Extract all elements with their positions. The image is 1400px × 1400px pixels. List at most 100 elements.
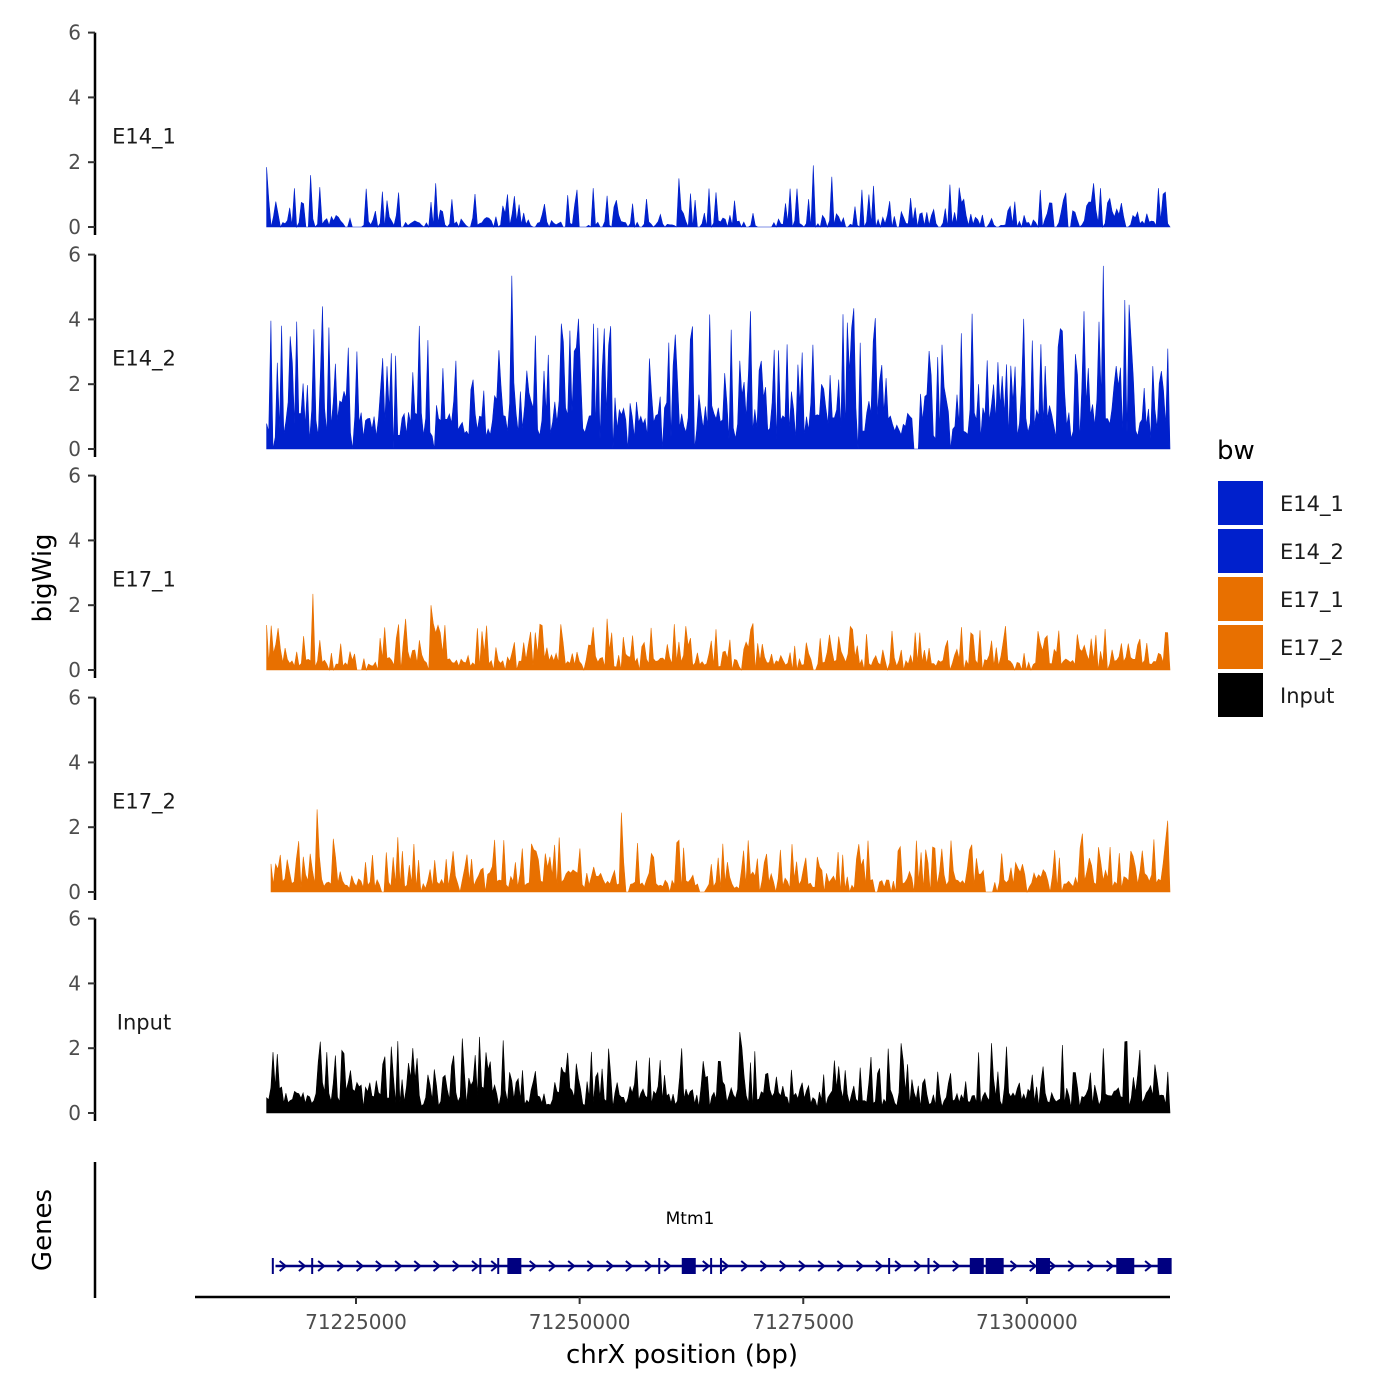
y-tick-label-E17_2-4: 4	[68, 750, 81, 774]
strand-arrow	[567, 1260, 576, 1272]
x-axis: 71225000 71250000 71275000 71300000 chrX po…	[195, 1295, 1170, 1370]
coverage-tracks: 0 2 4 6 E14_1 0 2 4 6 E14_2 0 2 4 6 E17_1 0 2 4 6 E17_2 0 2 4 6…	[68, 21, 1171, 1125]
strand-arrow	[836, 1260, 845, 1272]
legend-label-E17_2: E17_2	[1280, 636, 1344, 661]
legend-swatch-E17_2	[1218, 625, 1263, 669]
strand-arrow	[913, 1260, 922, 1272]
legend-label-E17_1: E17_1	[1280, 588, 1344, 613]
y-tick-label-E14_2-6: 6	[68, 243, 81, 267]
strand-arrow	[740, 1260, 749, 1272]
y-tick-label-E14_2-4: 4	[68, 307, 81, 331]
exon-7	[1157, 1258, 1172, 1274]
y-tick-label-Input-4: 4	[68, 971, 81, 995]
track-label-E17_2: E17_2	[112, 789, 176, 814]
strand-arrow	[932, 1260, 942, 1272]
gene-model	[271, 1258, 1172, 1274]
x-tick-label-71250000: 71250000	[529, 1310, 631, 1334]
strand-arrow	[432, 1260, 442, 1272]
strand-arrow	[875, 1260, 884, 1272]
strand-arrow	[529, 1260, 538, 1272]
strand-arrow	[394, 1260, 403, 1272]
y-tick-label-E17_2-6: 6	[68, 686, 81, 710]
strand-arrow	[625, 1260, 634, 1272]
y-tick-label-E17_1-6: 6	[68, 464, 81, 488]
strand-arrow	[548, 1260, 557, 1272]
legend-label-E14_2: E14_2	[1280, 540, 1344, 565]
strand-arrow	[279, 1260, 288, 1272]
strand-arrow	[894, 1260, 903, 1272]
track-E17_2: 0 2 4 6 E17_2	[68, 686, 1171, 904]
track-label-E17_1: E17_1	[112, 567, 176, 592]
legend-label-E14_1: E14_1	[1280, 492, 1344, 517]
track-E17_1: 0 2 4 6 E17_1	[68, 464, 1171, 682]
strand-arrow	[1067, 1260, 1076, 1272]
strand-arrow	[759, 1260, 769, 1272]
x-tick-label-71275000: 71275000	[752, 1310, 854, 1334]
strand-arrow	[1105, 1260, 1115, 1272]
y-tick-label-E14_1-2: 2	[68, 150, 81, 174]
strand-arrow	[375, 1260, 384, 1272]
strand-arrow	[1144, 1260, 1153, 1272]
legend-items: E14_1 E14_2 E17_1 E17_2 Input	[1218, 481, 1344, 717]
strand-arrow	[798, 1260, 807, 1272]
y-tick-label-E17_1-4: 4	[68, 528, 81, 552]
y-tick-label-E14_2-0: 0	[68, 437, 81, 461]
gene-name-label: Mtm1	[666, 1209, 715, 1229]
x-tick-label-71225000: 71225000	[305, 1310, 407, 1334]
legend-label-Input: Input	[1280, 684, 1334, 708]
strand-arrow	[490, 1260, 499, 1272]
strand-arrow	[452, 1260, 461, 1272]
y-tick-label-E14_1-4: 4	[68, 85, 81, 109]
y-tick-label-Input-6: 6	[68, 907, 81, 931]
strand-arrow	[1029, 1260, 1038, 1272]
legend-swatch-E14_1	[1218, 481, 1263, 525]
x-axis-ticks: 71225000 71250000 71275000 71300000	[305, 1297, 1078, 1334]
strand-arrow	[663, 1260, 672, 1272]
track-label-E14_2: E14_2	[112, 346, 176, 371]
x-tick-label-71300000: 71300000	[976, 1310, 1078, 1334]
legend: bw E14_1 E14_2 E17_1 E17_2 Input	[1217, 436, 1344, 717]
y-tick-label-E17_1-0: 0	[68, 658, 81, 682]
strand-arrow	[1048, 1260, 1057, 1272]
legend-swatch-E17_1	[1218, 577, 1263, 621]
strand-arrow	[605, 1260, 615, 1272]
strand-arrow	[317, 1260, 326, 1272]
strand-arrow	[413, 1260, 422, 1272]
gene-track: Genes Mtm1	[28, 1162, 1172, 1298]
coverage-area-E14_2	[266, 265, 1171, 450]
y-tick-label-E17_2-2: 2	[68, 815, 81, 839]
track-label-Input: Input	[117, 1010, 171, 1034]
y-tick-label-E17_2-0: 0	[68, 880, 81, 904]
coverage-area-E17_1	[266, 593, 1171, 672]
exon-3	[969, 1258, 984, 1274]
coverage-area-E17_2	[270, 809, 1171, 894]
y-tick-label-E14_2-2: 2	[68, 372, 81, 396]
track-label-E14_1: E14_1	[112, 124, 176, 149]
exon-6	[1116, 1258, 1135, 1274]
legend-swatch-Input	[1218, 673, 1263, 717]
strand-arrow	[855, 1260, 865, 1272]
strand-arrow	[1009, 1260, 1019, 1272]
strand-arrow	[952, 1260, 961, 1272]
strand-arrow	[817, 1260, 826, 1272]
strand-arrow	[298, 1260, 307, 1272]
strand-arrow	[644, 1260, 653, 1272]
y-tick-label-Input-0: 0	[68, 1101, 81, 1125]
y-axis-title-group: bigWig	[28, 533, 58, 622]
strand-arrow	[779, 1260, 788, 1272]
strand-arrow	[1086, 1260, 1095, 1272]
strand-arrow	[471, 1260, 480, 1272]
y-tick-label-Input-2: 2	[68, 1036, 81, 1060]
genes-axis-title: Genes	[28, 1189, 58, 1271]
legend-swatch-E14_2	[1218, 529, 1263, 573]
strand-arrow	[355, 1260, 365, 1272]
strand-arrow	[336, 1260, 345, 1272]
legend-title: bw	[1217, 436, 1255, 466]
strand-arrow	[586, 1260, 595, 1272]
y-tick-label-E17_1-2: 2	[68, 593, 81, 617]
y-tick-label-E14_1-0: 0	[68, 215, 81, 239]
x-axis-title: chrX position (bp)	[566, 1340, 798, 1370]
y-tick-label-E14_1-6: 6	[68, 21, 81, 45]
strand-arrow	[721, 1260, 730, 1272]
